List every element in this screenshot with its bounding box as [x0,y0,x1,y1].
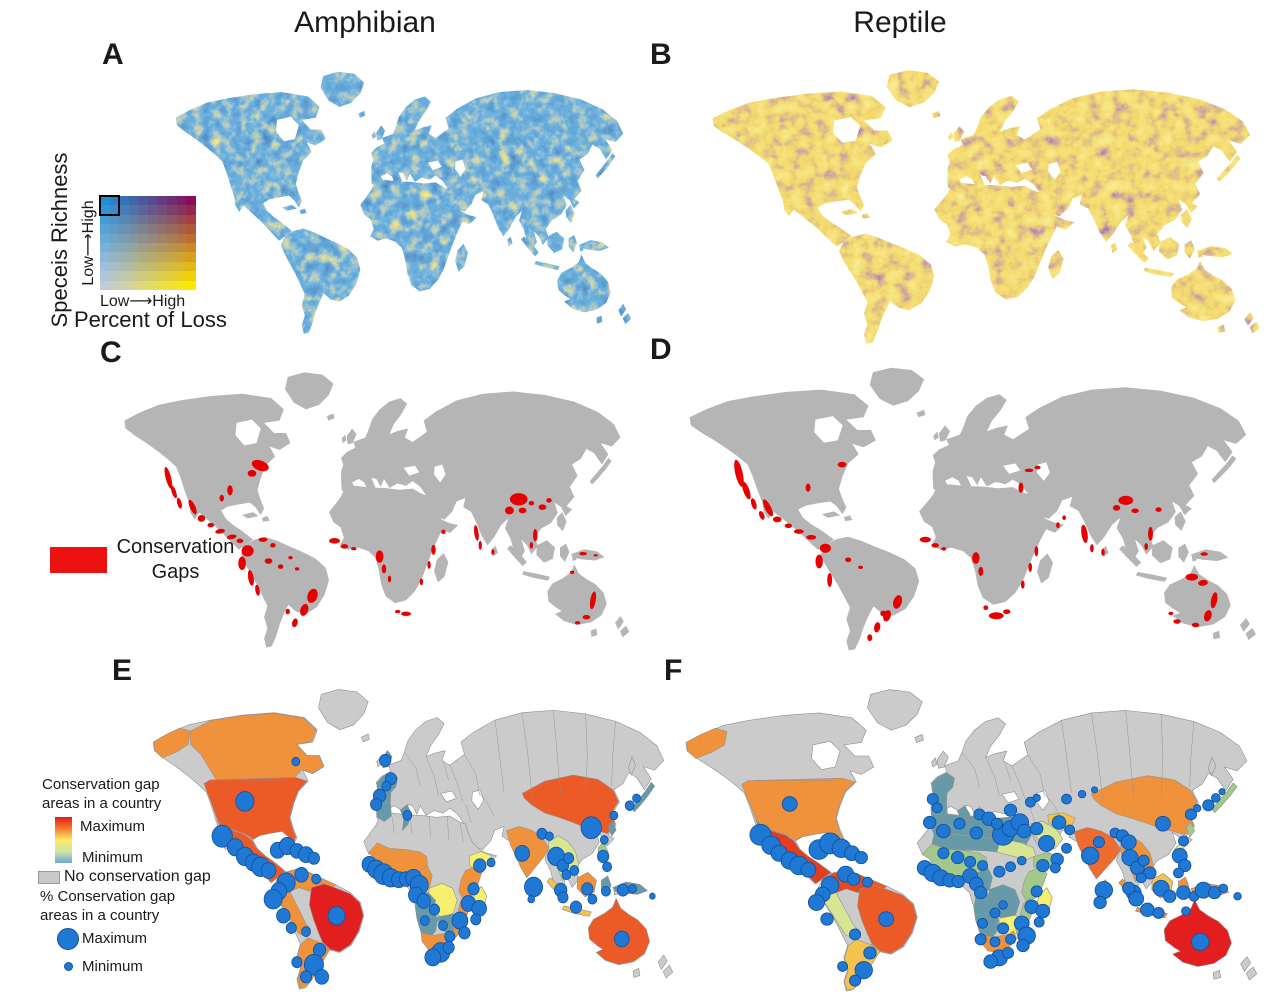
bivariate-y-axis-scale: Low⟶High [80,200,97,286]
land-layer [712,70,1260,344]
land-layer [689,367,1257,651]
bivariate-x-axis-title: Percent of Loss [74,307,227,332]
land-layer [175,71,632,334]
gap-marks-layer [164,459,598,628]
map-panel-e-amphibian-country-gaps [152,689,674,990]
pct-gap-max-circle-icon [57,928,79,950]
no-conservation-gap-swatch [38,871,60,884]
panel-label-a: A [102,38,124,71]
land-layer [124,372,630,648]
pct-gap-max-label: Maximum [82,930,148,947]
map-panel-b-reptile-richness-loss [712,70,1260,344]
bivariate-highlight-cell [99,195,120,216]
column-title-amphibian: Amphibian [294,6,436,39]
map-panel-c-amphibian-conservation-gaps [124,372,630,648]
panel-label-d: D [650,333,672,366]
pct-gap-min-label: Minimum [82,958,143,975]
map-panel-d-reptile-conservation-gaps [689,367,1257,651]
no-conservation-gap-label: No conservation gap [64,868,211,885]
map-panel-a-amphibian-richness-loss [175,71,632,334]
bivariate-x-axis-scale: Low⟶High [100,293,186,310]
pct-gap-min-dot-icon [64,962,73,971]
panel-label-e: E [112,654,133,687]
country-gap-title-line2: areas in a country [42,795,162,812]
panel-label-c: C [100,336,122,369]
country-gap-min-label: Minimum [82,849,143,866]
marker-layer [749,786,1242,987]
country-borders-overlay [216,710,616,843]
pct-gap-title-line1: % Conservation gap [40,888,176,905]
gap-marks-layer [734,459,1218,642]
bivariate-color-matrix [100,196,196,290]
conservation-gaps-swatch [50,547,107,573]
conservation-gaps-label-line2: Gaps [151,561,200,583]
country-gap-title-line1: Conservation gap [42,776,160,793]
panel-label-b: B [650,38,672,71]
column-title-reptile: Reptile [853,6,947,39]
country-gap-gradient-bar [55,817,72,863]
panel-label-f: F [664,654,683,687]
country-gap-max-label: Maximum [80,818,146,835]
map-panel-f-reptile-country-gaps [685,689,1258,992]
bivariate-y-axis-title: Speceis Richness [47,152,72,328]
pct-gap-title-line2: areas in a country [40,907,160,924]
marker-layer [211,753,656,985]
conservation-gaps-label-line1: Conservation [116,536,235,558]
